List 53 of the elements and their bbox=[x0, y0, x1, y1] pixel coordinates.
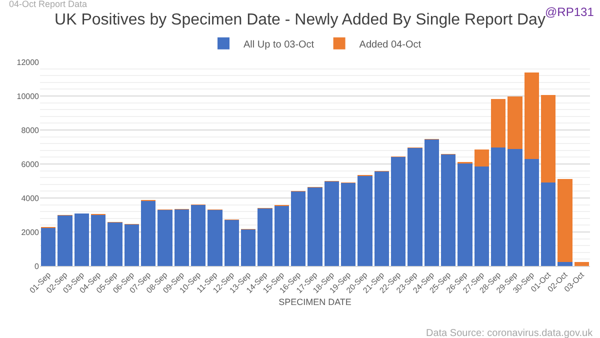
bar bbox=[491, 148, 506, 266]
legend-label: All Up to 03-Oct bbox=[244, 39, 314, 50]
text: 04-Oct Report Data bbox=[9, 0, 88, 9]
bar bbox=[541, 182, 556, 266]
bar bbox=[458, 164, 472, 266]
bar bbox=[541, 95, 556, 183]
bar bbox=[524, 159, 539, 266]
bar bbox=[291, 192, 306, 266]
bar bbox=[374, 171, 389, 266]
bar bbox=[574, 262, 589, 266]
bar bbox=[258, 208, 272, 266]
legend-label: Added 04-Oct bbox=[359, 39, 422, 50]
bar bbox=[358, 176, 372, 266]
bar bbox=[524, 72, 539, 160]
bar bbox=[408, 148, 422, 266]
bar bbox=[308, 187, 322, 266]
bar bbox=[208, 210, 222, 266]
text: @RP131 bbox=[545, 5, 594, 19]
bar bbox=[224, 220, 239, 266]
source-note: Data Source: coronavirus.data.gov.uk bbox=[426, 328, 594, 338]
x-axis-title: SPECIMEN DATE bbox=[278, 296, 352, 307]
y-tick-label: 6000 bbox=[21, 160, 40, 169]
bar bbox=[474, 166, 489, 266]
y-tick-label: 2000 bbox=[21, 228, 40, 237]
bar bbox=[174, 210, 189, 266]
bar bbox=[474, 150, 489, 166]
bar bbox=[241, 230, 256, 266]
bar bbox=[141, 200, 156, 266]
bar bbox=[274, 206, 289, 266]
bar bbox=[124, 224, 139, 266]
bar bbox=[491, 99, 506, 148]
bar bbox=[324, 182, 339, 266]
bar bbox=[391, 157, 406, 266]
y-tick-label: 4000 bbox=[21, 194, 40, 203]
bar bbox=[41, 228, 56, 266]
y-tick-label: 0 bbox=[34, 262, 40, 271]
bar bbox=[424, 140, 439, 266]
bar bbox=[508, 149, 522, 266]
bar bbox=[74, 214, 89, 266]
bar bbox=[158, 210, 172, 266]
bar bbox=[91, 214, 106, 266]
bar bbox=[558, 262, 572, 266]
bar bbox=[508, 96, 522, 150]
chart-title: UK Positives by Specimen Date - Newly Added By Single Report Day bbox=[54, 12, 546, 29]
y-tick-label: 12000 bbox=[16, 58, 40, 67]
bar bbox=[341, 183, 356, 266]
y-tick-label: 8000 bbox=[21, 126, 40, 135]
bar bbox=[58, 216, 72, 266]
bar bbox=[558, 179, 572, 262]
y-tick-label: 10000 bbox=[16, 92, 40, 101]
bar bbox=[191, 204, 206, 266]
bar bbox=[441, 154, 456, 266]
bar bbox=[108, 222, 122, 266]
